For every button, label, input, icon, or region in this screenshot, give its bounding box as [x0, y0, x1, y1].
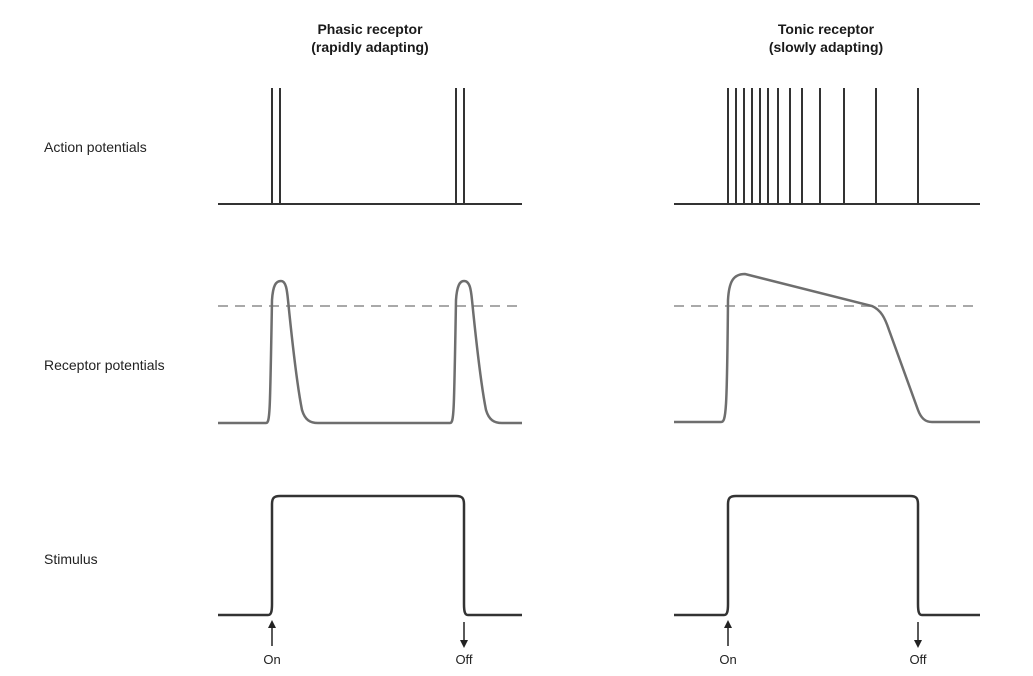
- tonic-receptor-potential-wave: [674, 272, 980, 424]
- phasic-subtitle: (rapidly adapting): [311, 39, 429, 55]
- phasic-action-potentials: [218, 88, 522, 205]
- row-label-stimulus: Stimulus: [44, 551, 98, 567]
- phasic-off-label: Off: [455, 652, 473, 667]
- phasic-column-title: Phasic receptor (rapidly adapting): [220, 20, 520, 56]
- phasic-stimulus-trace: [218, 494, 522, 617]
- tonic-action-potentials: [674, 88, 980, 205]
- tonic-stimulus-trace: [674, 494, 980, 617]
- phasic-receptor-potential-wave: [218, 279, 522, 425]
- row-label-receptor-potentials: Receptor potentials: [44, 357, 165, 373]
- tonic-subtitle: (slowly adapting): [768, 39, 884, 55]
- tonic-off-label: Off: [909, 652, 927, 667]
- phasic-title: Phasic receptor: [317, 21, 423, 37]
- row-label-action-potentials: Action potentials: [44, 139, 147, 155]
- phasic-on-label: On: [263, 652, 281, 667]
- tonic-column-title: Tonic receptor (slowly adapting): [676, 20, 976, 56]
- tonic-on-label: On: [719, 652, 737, 667]
- tonic-title: Tonic receptor: [777, 21, 875, 37]
